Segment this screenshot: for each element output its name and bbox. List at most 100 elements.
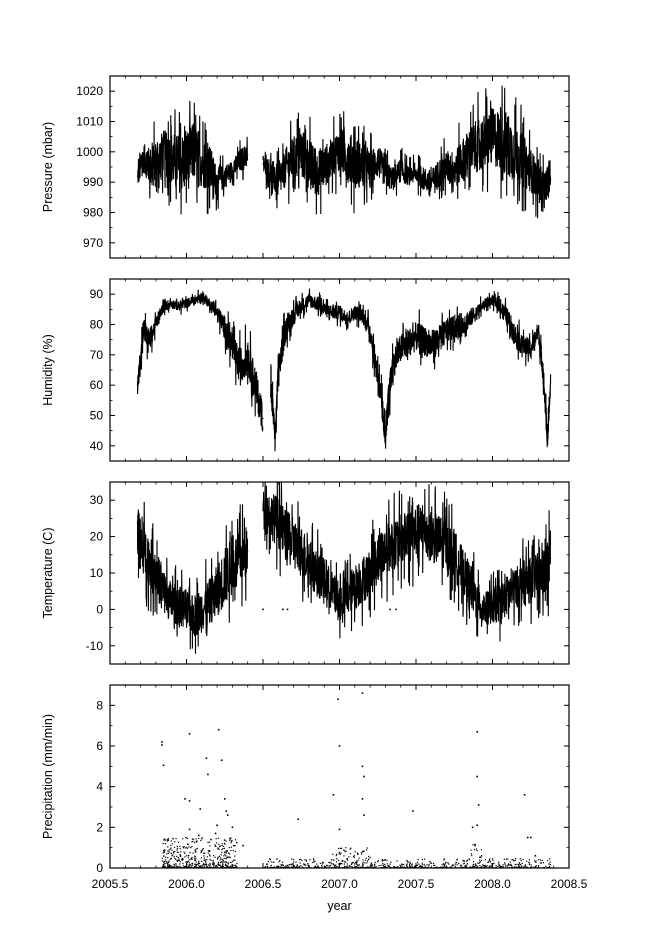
precipitation-point xyxy=(509,867,511,868)
precipitation-point xyxy=(338,865,340,867)
precipitation-point xyxy=(338,847,340,850)
precipitation-point xyxy=(209,867,212,868)
precipitation-point xyxy=(366,867,369,868)
precipitation-point xyxy=(232,849,234,852)
precipitation-point xyxy=(394,866,396,868)
precipitation-point xyxy=(357,867,359,868)
precipitation-xtick-label-3: 2007.0 xyxy=(321,877,358,891)
precipitation-point xyxy=(490,865,492,867)
precipitation-point xyxy=(436,866,438,868)
precipitation-point xyxy=(203,852,205,854)
precipitation-point xyxy=(362,865,364,867)
precipitation-point xyxy=(227,863,229,865)
precipitation-point xyxy=(366,866,368,868)
temperature-data-point xyxy=(537,576,540,578)
precipitation-point xyxy=(201,866,203,868)
precipitation-point xyxy=(176,849,178,851)
precipitation-point xyxy=(406,865,408,868)
precipitation-point xyxy=(474,843,476,846)
precipitation-point xyxy=(234,850,236,853)
temperature-data-point xyxy=(468,583,471,585)
precipitation-point xyxy=(396,867,398,868)
precipitation-point xyxy=(429,862,431,864)
precipitation-point xyxy=(194,867,196,868)
pressure-data-point xyxy=(315,172,318,174)
precipitation-point xyxy=(414,865,416,867)
precipitation-point xyxy=(464,865,466,867)
precipitation-point xyxy=(164,839,166,841)
precipitation-point xyxy=(205,861,207,863)
precipitation-point xyxy=(188,864,190,866)
precipitation-point xyxy=(194,849,196,851)
precipitation-point xyxy=(174,857,176,860)
precipitation-point xyxy=(415,865,418,867)
precipitation-point-notable xyxy=(529,836,532,839)
precipitation-point xyxy=(340,862,342,865)
precipitation-point xyxy=(511,864,513,866)
precipitation-point xyxy=(200,867,203,868)
precipitation-point xyxy=(202,849,204,851)
precipitation-point xyxy=(328,867,330,868)
precipitation-point xyxy=(166,862,168,864)
precipitation-point xyxy=(458,862,460,864)
precipitation-point xyxy=(321,861,324,863)
precipitation-point xyxy=(514,857,517,860)
precipitation-point xyxy=(222,859,224,861)
precipitation-point xyxy=(226,861,228,864)
precipitation-point xyxy=(224,867,227,868)
precipitation-point xyxy=(383,866,385,868)
precipitation-point xyxy=(215,838,217,840)
pressure-data-point xyxy=(369,169,371,171)
precipitation-point xyxy=(192,862,194,865)
precipitation-point xyxy=(179,867,181,868)
precipitation-point-notable xyxy=(217,728,220,731)
precipitation-point xyxy=(226,856,228,858)
pressure-data-point xyxy=(239,160,241,162)
precipitation-point xyxy=(213,863,215,865)
precipitation-point xyxy=(170,865,172,867)
precipitation-point xyxy=(375,867,377,868)
precipitation-point xyxy=(224,864,227,867)
precipitation-point xyxy=(380,867,382,868)
precipitation-point xyxy=(374,863,376,865)
precipitation-point xyxy=(168,864,170,866)
precipitation-point xyxy=(472,861,475,863)
precipitation-point xyxy=(467,867,469,868)
precipitation-point xyxy=(387,865,389,867)
precipitation-point xyxy=(375,865,377,867)
precipitation-point xyxy=(187,860,190,862)
humidity-data-point xyxy=(136,384,139,386)
temperature-data-point xyxy=(293,543,295,545)
pressure-data-point xyxy=(170,157,172,159)
precipitation-xtick-label-2: 2006.5 xyxy=(245,877,282,891)
precipitation-point xyxy=(336,858,338,860)
precipitation-point xyxy=(466,863,469,865)
precipitation-point xyxy=(234,864,236,866)
precipitation-point xyxy=(266,863,268,865)
precipitation-point xyxy=(390,861,392,863)
temperature-data-point xyxy=(147,557,149,560)
precipitation-point xyxy=(226,849,228,851)
precipitation-point xyxy=(517,865,520,867)
precipitation-point xyxy=(230,842,232,844)
precipitation-point xyxy=(344,861,346,863)
precipitation-point xyxy=(368,867,370,868)
precipitation-point xyxy=(227,852,229,854)
pressure-data-point xyxy=(346,157,348,159)
precipitation-point xyxy=(522,858,524,860)
precipitation-point xyxy=(203,857,206,859)
precipitation-point xyxy=(227,867,230,868)
pressure-data-point xyxy=(185,160,188,162)
precipitation-point xyxy=(549,864,552,866)
humidity-data-point xyxy=(162,305,165,307)
precipitation-point xyxy=(516,866,518,868)
precipitation-point xyxy=(164,865,166,867)
precipitation-point xyxy=(217,837,220,839)
humidity-data-point xyxy=(361,314,364,316)
precipitation-point xyxy=(419,865,421,867)
precipitation-point xyxy=(421,858,424,861)
precipitation-point xyxy=(204,863,207,866)
precipitation-point xyxy=(299,862,301,864)
precipitation-point xyxy=(409,866,411,868)
precipitation-point xyxy=(477,866,479,868)
